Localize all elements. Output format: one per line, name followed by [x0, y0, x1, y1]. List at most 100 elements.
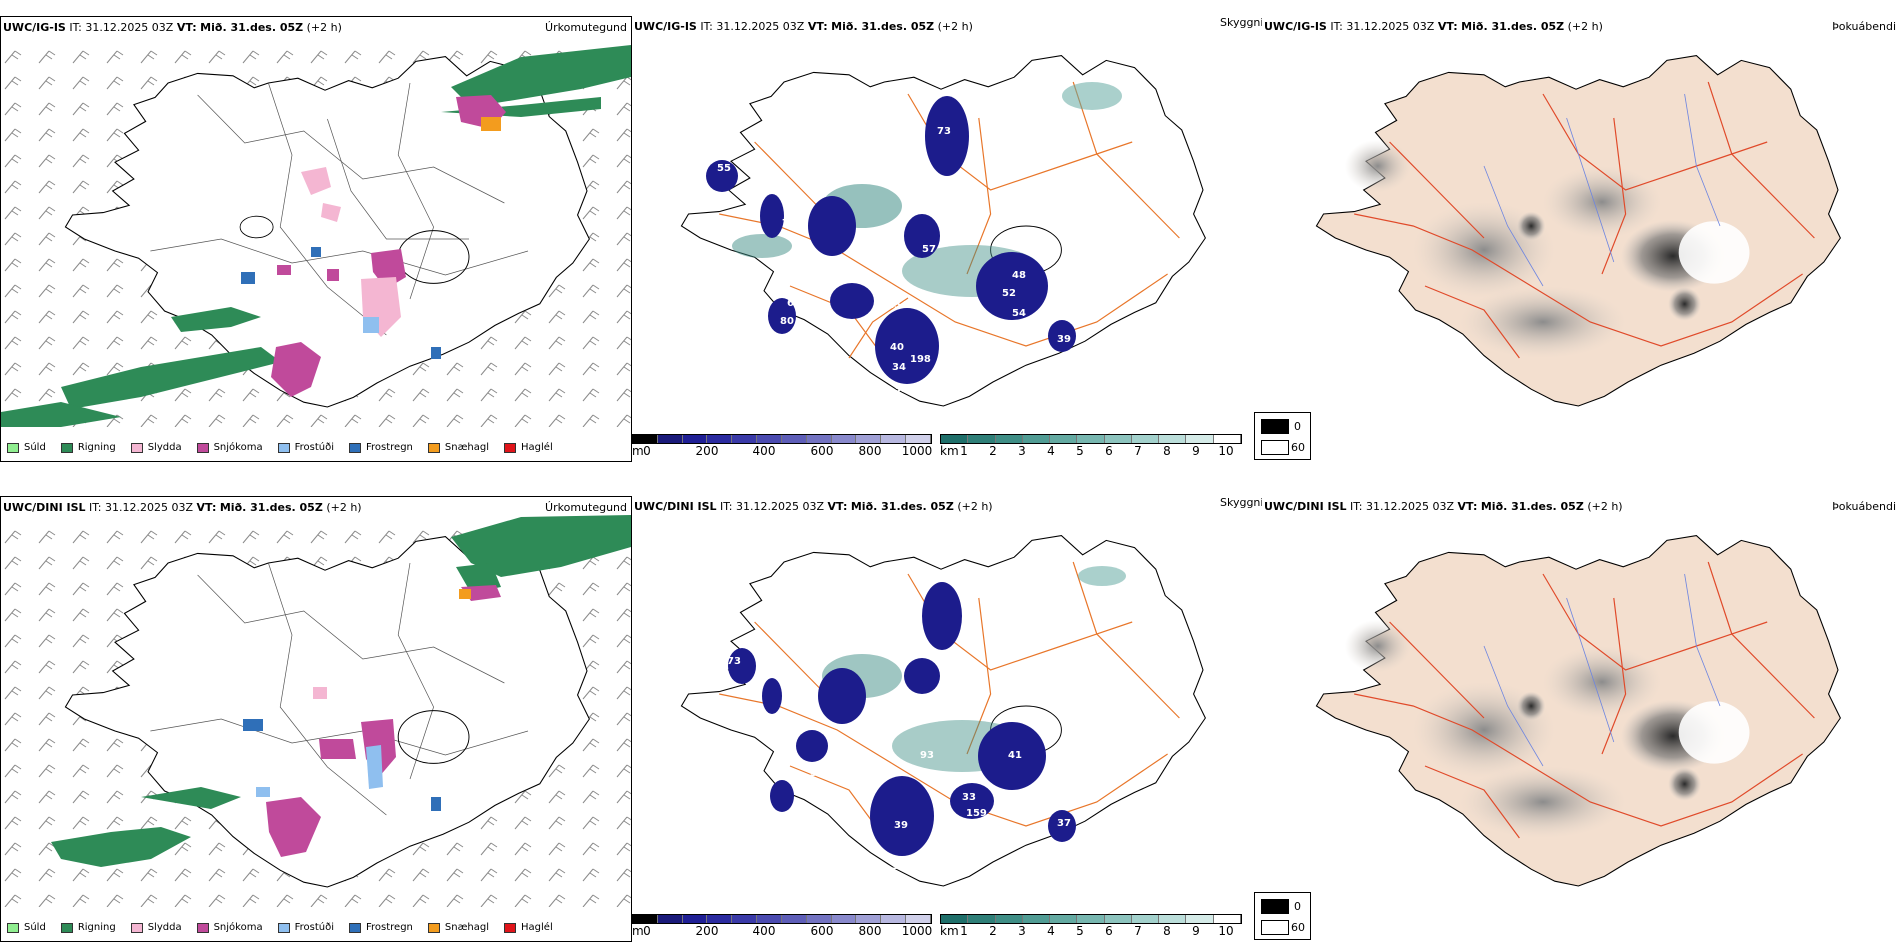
colorbar-cell	[1104, 915, 1132, 923]
colorbar-cell	[1131, 435, 1160, 443]
colorbar-tick: 7	[1134, 924, 1142, 938]
colorbar-cell	[1077, 435, 1105, 443]
visibility-map: 73 81 53 55 70 47 57 36 48 42 43 57 52 6…	[680, 54, 1206, 407]
colorbar-cell	[968, 435, 996, 443]
fog-index-panel-top: UWC/IG-IS IT: 31.12.2025 03Z VT: Mið. 31…	[1254, 16, 1900, 462]
colorbar-cell	[1186, 435, 1214, 443]
fog-index-panel-bottom: UWC/DINI ISL IT: 31.12.2025 03Z VT: Mið.…	[1254, 496, 1900, 942]
colorbar-tick: 4	[1047, 444, 1055, 458]
legend-item-freezing-drizzle: Frostúði	[277, 442, 334, 453]
colorbar-cell	[1022, 435, 1051, 443]
colorbar-tick: 200	[695, 444, 719, 458]
colorbar-cell	[906, 915, 931, 923]
cloud-label: 48	[1012, 270, 1026, 281]
legend-item-rain: Rigning	[60, 922, 116, 933]
fog-legend-low: 0	[1294, 900, 1301, 913]
colorbar-cell	[707, 915, 733, 923]
colorbar-cell	[1131, 915, 1160, 923]
visibility-unit: km	[940, 444, 959, 458]
ice-pellet-area	[459, 589, 471, 599]
legend-item-hail: Haglél	[504, 442, 553, 453]
colorbar-tick: 5	[1076, 924, 1084, 938]
colorbar-tick: 1	[960, 924, 968, 938]
panel-title: UWC/DINI ISL IT: 31.12.2025 03Z VT: Mið.…	[3, 501, 362, 514]
cloud-label: 39	[894, 820, 908, 831]
cloud-label: 41	[1008, 750, 1022, 761]
legend-item-snow-pellets: Snæhagl	[427, 442, 489, 453]
precip-legend: Súld Rigning Slydda Snjókoma Frostúði Fr…	[7, 922, 568, 933]
colorbar-tick: 6	[1105, 444, 1113, 458]
colorbar-cell	[682, 915, 708, 923]
low-cloud-areas	[706, 96, 1076, 384]
fog-index-legend: 0 60	[1254, 412, 1311, 460]
cloud-label: 80	[780, 316, 794, 327]
colorbar-tick: 1000	[901, 924, 933, 938]
fog-map	[1315, 534, 1841, 887]
cloud-label: 39	[876, 728, 890, 739]
cloud-label: 33	[962, 792, 976, 803]
colorbar-cell	[1077, 915, 1105, 923]
colorbar-cell	[1050, 915, 1078, 923]
fog-swatch-low	[1261, 419, 1289, 434]
cloud-label: 34	[892, 362, 906, 373]
colorbar-cell	[968, 915, 996, 923]
cloud-label: 43	[870, 260, 884, 271]
cloud-label: 57	[922, 244, 936, 255]
cloud-label: 57	[810, 768, 824, 779]
colorbar-tick: 8	[1163, 924, 1171, 938]
cloud-label: 73	[937, 126, 951, 137]
cloud-label: 34	[1000, 794, 1014, 805]
colorbar-cell	[1213, 435, 1241, 443]
panel-type-label: Skyggni	[1220, 496, 1264, 509]
legend-item-freezing-rain: Frostregn	[349, 442, 413, 453]
legend-item-drizzle: Súld	[7, 922, 46, 933]
colorbar-tick: 400	[752, 444, 776, 458]
fog-swatch-high	[1261, 440, 1289, 455]
freezing-areas	[241, 247, 441, 359]
legend-item-hail: Haglél	[504, 922, 553, 933]
colorbar-tick: 400	[752, 924, 776, 938]
visibility-colorbar: km 1 2 3 4 5 6 7 8 9 10	[940, 914, 1242, 944]
panel-title: UWC/DINI ISL IT: 31.12.2025 03Z VT: Mið.…	[634, 500, 993, 513]
colorbar-cell	[941, 915, 969, 923]
panel-title: UWC/DINI ISL IT: 31.12.2025 03Z VT: Mið.…	[1264, 500, 1623, 513]
cloud-label: 52	[1002, 288, 1016, 299]
colorbar-cell	[757, 915, 782, 923]
colorbar-cell	[1186, 915, 1214, 923]
rain-areas	[51, 515, 631, 867]
precip-type-panel-bottom: UWC/DINI ISL IT: 31.12.2025 03Z VT: Mið.…	[0, 496, 632, 942]
cloud-label: 42	[850, 248, 864, 259]
colorbar-tick: 10	[1218, 444, 1234, 458]
panel-type-label: Úrkomutegund	[545, 501, 627, 514]
cloud-label: 39	[1057, 334, 1071, 345]
cloud-label: 37	[1057, 818, 1071, 829]
colorbar-cell	[831, 915, 857, 923]
visibility-panel-top: UWC/IG-IS IT: 31.12.2025 03Z VT: Mið. 31…	[632, 16, 1263, 462]
legend-item-sleet: Slydda	[130, 442, 182, 453]
colorbar-cell	[856, 435, 882, 443]
colorbar-cell	[881, 435, 907, 443]
cloud-label: 81	[942, 176, 956, 187]
legend-item-freezing-drizzle: Frostúði	[277, 922, 334, 933]
colorbar-cell	[831, 435, 857, 443]
cloud-label: 35	[894, 384, 908, 395]
cloud-label: 93	[920, 750, 934, 761]
colorbar-cell	[732, 435, 758, 443]
colorbar-tick: 7	[1134, 444, 1142, 458]
fog-legend-high: 60	[1291, 921, 1305, 934]
precip-legend: Súld Rigning Slydda Snjókoma Frostúði Fr…	[7, 442, 568, 453]
colorbar-tick: 9	[1192, 924, 1200, 938]
precip-map	[1, 39, 631, 427]
cloud-label: 159	[966, 808, 987, 819]
panel-type-label: Þokuábendi	[1832, 20, 1896, 33]
panel-type-label: Þokuábendi	[1832, 500, 1896, 513]
cloud-base-unit: m	[632, 924, 644, 938]
legend-item-snow: Snjókoma	[196, 442, 263, 453]
cloud-base-unit: m	[632, 444, 644, 458]
cloud-label: 47	[857, 732, 871, 743]
visibility-map: 73 88 41 69 46 39 47 41 93 78 57 33 159 …	[662, 534, 1206, 887]
colorbar-tick: 8	[1163, 444, 1171, 458]
fog-swatch-high	[1261, 920, 1289, 935]
colorbar-tick: 9	[1192, 444, 1200, 458]
cloud-label: 154	[887, 300, 908, 311]
